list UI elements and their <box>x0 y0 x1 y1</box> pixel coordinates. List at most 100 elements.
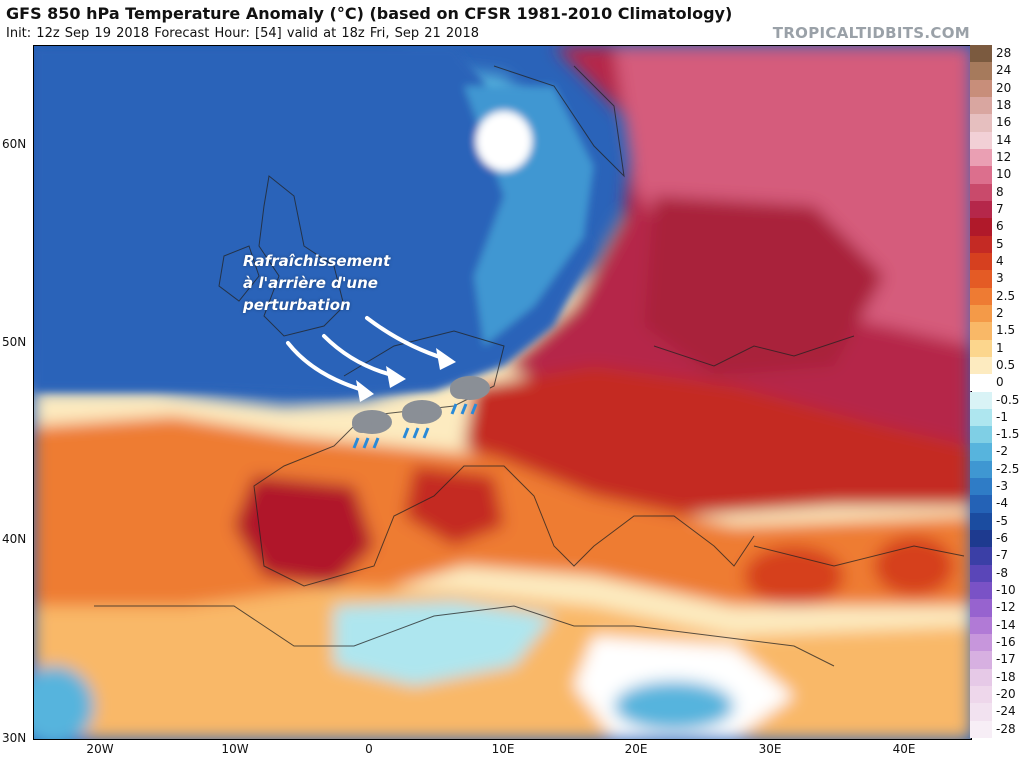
lon-label-30e: 30E <box>758 742 782 756</box>
legend-label: -2.5 <box>996 461 1020 476</box>
legend-label: -6 <box>996 531 1008 546</box>
legend-entry: -28 <box>970 720 1022 738</box>
legend-label: 4 <box>996 253 1004 268</box>
legend-swatch <box>970 235 992 253</box>
legend-entry: 0 <box>970 374 1022 392</box>
legend-swatch <box>970 374 992 392</box>
legend-label: 1.5 <box>996 323 1016 338</box>
legend-entry: 20 <box>970 79 1022 97</box>
legend-label: -12 <box>996 600 1016 615</box>
legend-entry: 2 <box>970 304 1022 323</box>
lon-label-0: 0 <box>365 742 373 756</box>
legend-swatch <box>970 252 992 271</box>
legend-swatch <box>970 166 992 184</box>
legend-entry: -20 <box>970 686 1022 704</box>
legend-label: -3 <box>996 479 1008 494</box>
lon-label-20e: 20E <box>624 742 648 756</box>
legend-swatch <box>970 356 992 375</box>
legend-entry: 7 <box>970 200 1022 219</box>
legend-swatch <box>970 131 992 149</box>
legend-swatch <box>970 408 992 427</box>
lat-label-30n: 30N <box>2 731 27 745</box>
legend-label: -10 <box>996 583 1016 598</box>
legend-swatch <box>970 339 992 357</box>
legend-entry: -18 <box>970 668 1022 686</box>
legend-entry: -2.5 <box>970 460 1022 479</box>
legend-entry: -1.5 <box>970 426 1022 444</box>
lon-label-10e: 10E <box>491 742 515 756</box>
legend-swatch <box>970 270 992 288</box>
legend-label: -24 <box>996 704 1016 719</box>
legend-entry: -14 <box>970 616 1022 635</box>
legend-entry: 3 <box>970 270 1022 288</box>
annotation-line-3: perturbation <box>243 296 351 314</box>
legend-entry: 0.5 <box>970 356 1022 375</box>
legend-swatch <box>970 443 992 461</box>
legend-swatch <box>970 634 992 652</box>
legend-label: 2.5 <box>996 288 1016 303</box>
legend-label: 12 <box>996 149 1012 164</box>
legend-label: 20 <box>996 80 1012 95</box>
legend-entry: -16 <box>970 634 1022 652</box>
legend-entry: -24 <box>970 703 1022 721</box>
lat-label-50n: 50N <box>2 335 27 349</box>
annotation-text: Rafraîchissement à l'arrière d'une pertu… <box>243 250 390 316</box>
rain-cloud-icons <box>352 376 490 449</box>
legend-label: 18 <box>996 97 1012 112</box>
legend-entry: -4 <box>970 495 1022 513</box>
legend-label: 16 <box>996 115 1012 130</box>
legend-swatch <box>970 114 992 132</box>
lon-label-20w: 20W <box>86 742 114 756</box>
legend-entry: -7 <box>970 547 1022 565</box>
legend-label: -0.5 <box>996 392 1020 407</box>
legend-swatch <box>970 651 992 669</box>
color-legend: 28 24 20 18 16 14 12 10 8 7 6 5 4 3 2.5 2 1.5 1 0.5 0 -0.5 -1… <box>970 45 1022 738</box>
legend-entry: 5 <box>970 235 1022 253</box>
legend-swatch <box>970 45 992 63</box>
legend-label: 0.5 <box>996 357 1016 372</box>
legend-swatch <box>970 62 992 80</box>
chart-subtitle: Init: 12z Sep 19 2018 Forecast Hour: [54… <box>6 26 479 41</box>
legend-label: -20 <box>996 687 1016 702</box>
legend-label: 5 <box>996 236 1004 251</box>
legend-label: -28 <box>996 721 1016 736</box>
legend-swatch <box>970 96 992 115</box>
legend-entry: -2 <box>970 443 1022 461</box>
legend-label: -2 <box>996 444 1008 459</box>
legend-label: 2 <box>996 305 1004 320</box>
legend-swatch <box>970 686 992 704</box>
legend-entry: -8 <box>970 564 1022 583</box>
anomaly-map <box>33 45 972 740</box>
legend-swatch <box>970 391 992 409</box>
legend-label: 6 <box>996 219 1004 234</box>
legend-label: -8 <box>996 565 1008 580</box>
legend-swatch <box>970 720 992 738</box>
legend-entry: -17 <box>970 651 1022 669</box>
legend-entry: 24 <box>970 62 1022 80</box>
legend-entry: 1 <box>970 339 1022 357</box>
legend-label: -4 <box>996 496 1008 511</box>
legend-entry: 1.5 <box>970 322 1022 340</box>
lon-label-40e: 40E <box>892 742 916 756</box>
legend-swatch <box>970 200 992 219</box>
legend-entry: 2.5 <box>970 287 1022 305</box>
annotation-line-2: à l'arrière d'une <box>243 274 378 292</box>
legend-label: -17 <box>996 652 1016 667</box>
legend-swatch <box>970 148 992 167</box>
legend-swatch <box>970 564 992 583</box>
legend-entry: -6 <box>970 530 1022 548</box>
legend-entry: -10 <box>970 582 1022 600</box>
legend-label: 0 <box>996 375 1004 390</box>
lat-label-60n: 60N <box>2 137 27 151</box>
legend-swatch <box>970 582 992 600</box>
legend-swatch <box>970 530 992 548</box>
legend-label: 7 <box>996 201 1004 216</box>
legend-swatch <box>970 495 992 513</box>
legend-entry: -0.5 <box>970 391 1022 409</box>
chart-title: GFS 850 hPa Temperature Anomaly (°C) (ba… <box>6 4 733 23</box>
legend-entry: -12 <box>970 599 1022 617</box>
lon-label-10w: 10W <box>221 742 249 756</box>
legend-label: -1 <box>996 409 1008 424</box>
legend-swatch <box>970 547 992 565</box>
legend-label: -1.5 <box>996 427 1020 442</box>
